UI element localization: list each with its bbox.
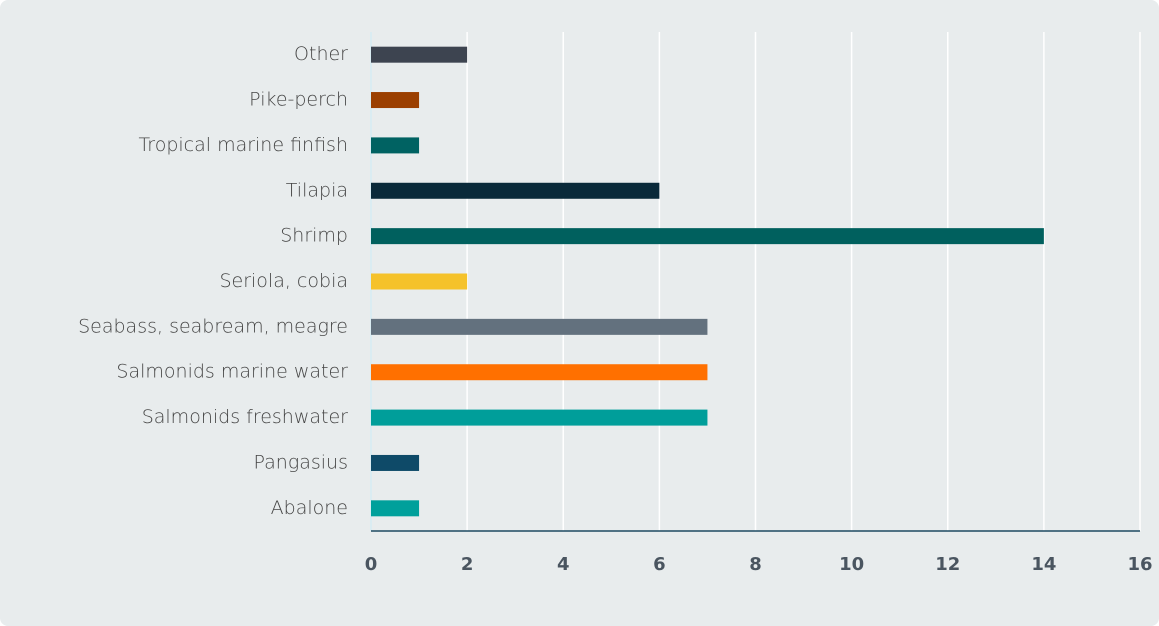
x-tick-label: 16 [1127,554,1152,575]
y-tick-label: Pike-perch [249,89,348,111]
bar [371,454,420,471]
x-tick-label: 0 [365,554,378,575]
x-tick-label: 8 [749,554,762,575]
bar [371,409,708,426]
bar [371,500,420,517]
y-tick-label: Seabass, seabream, meagre [78,315,348,337]
bar [371,182,660,199]
bar [371,92,420,109]
x-tick-label: 10 [839,554,864,575]
y-tick-label: Other [294,43,348,65]
x-tick-label: 2 [461,554,474,575]
y-tick-label: Tropical marine finfish [138,134,348,156]
y-tick-label: Pangasius [254,451,348,473]
x-tick-label: 12 [935,554,960,575]
y-tick-label: Salmonids marine water [116,361,348,383]
x-tick-label: 14 [1031,554,1056,575]
y-tick-label: Shrimp [280,225,348,247]
y-tick-label: Seriola, cobia [219,270,348,292]
y-tick-label: Tilapia [286,179,348,201]
x-tick-label: 6 [653,554,666,575]
y-tick-label: Salmonids freshwater [142,406,348,428]
x-tick-label: 4 [557,554,570,575]
bar [371,46,468,63]
bar [371,273,468,290]
bar [371,228,1044,245]
bar [371,137,420,154]
bar [371,318,708,335]
bar [371,364,708,381]
y-tick-label: Abalone [271,497,348,519]
